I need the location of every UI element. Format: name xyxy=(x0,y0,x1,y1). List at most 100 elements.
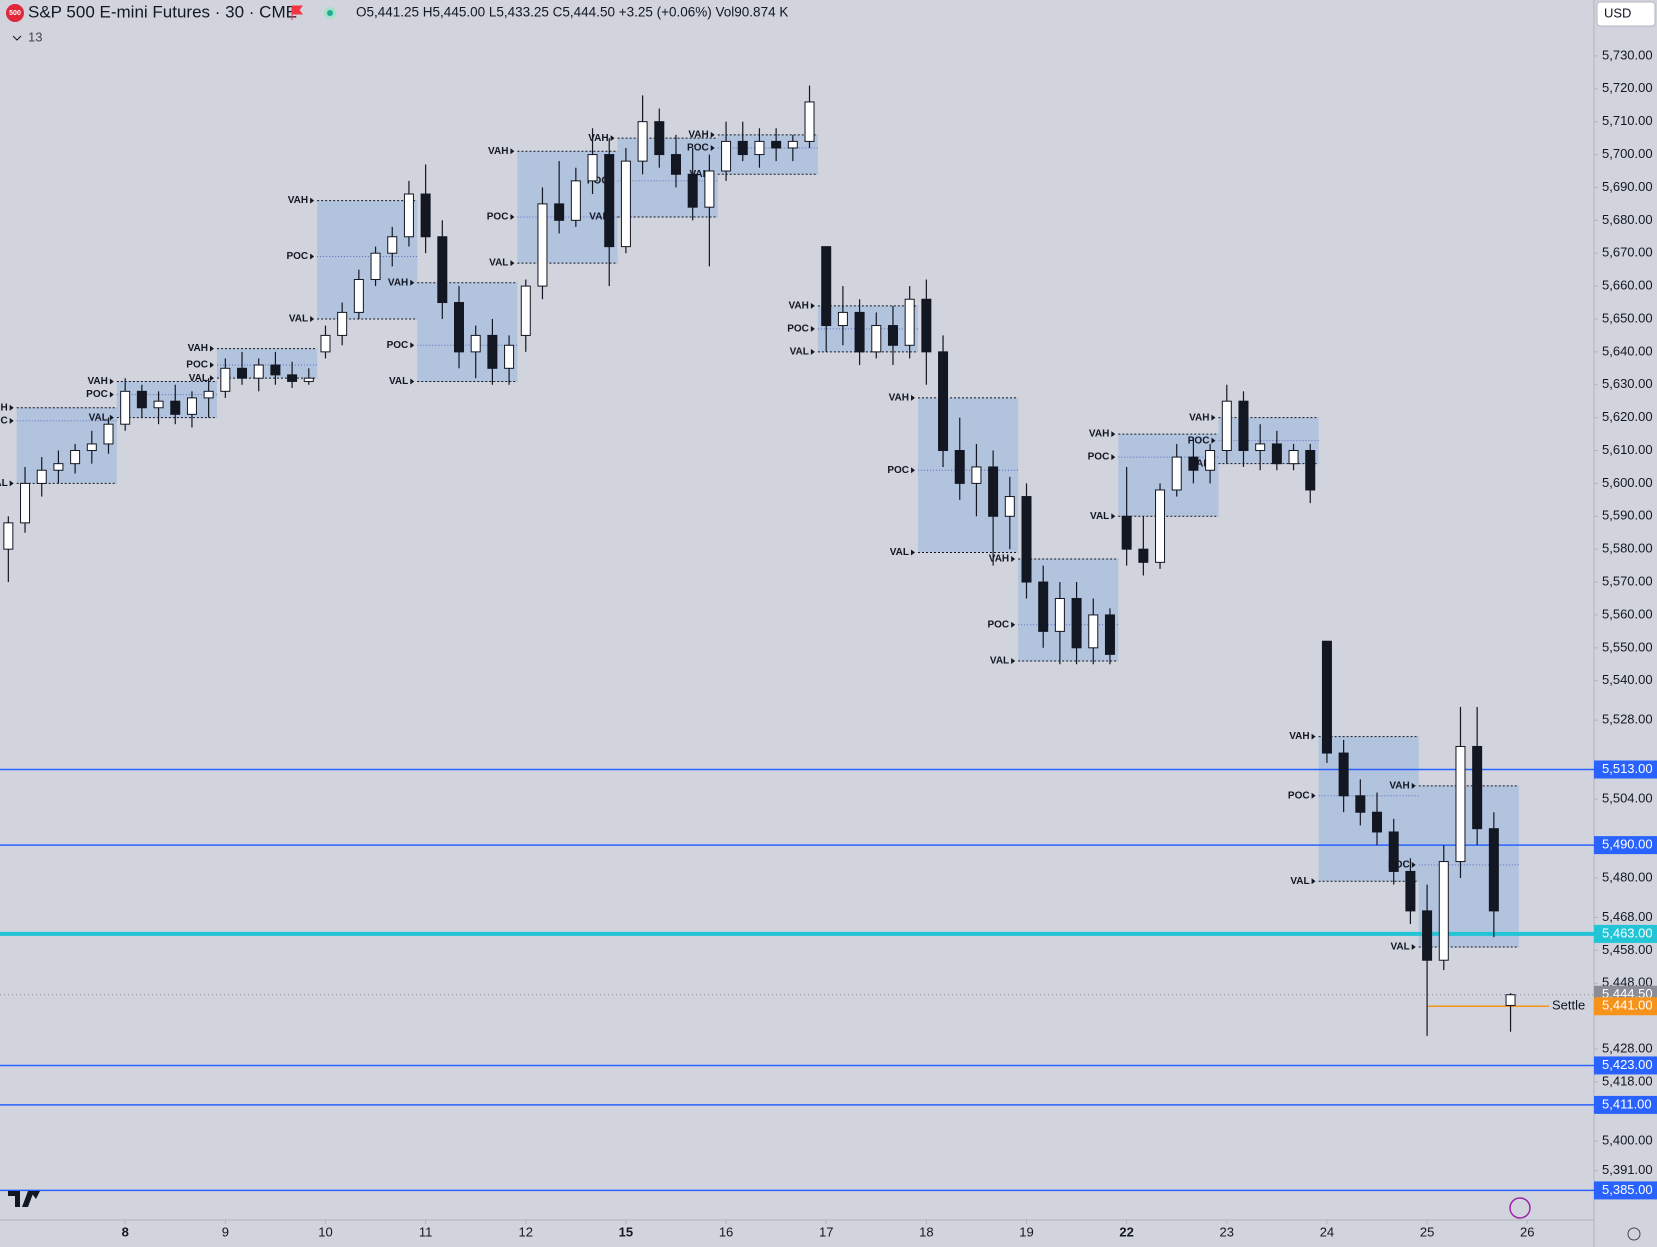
y-tick-label: 5,504.00 xyxy=(1602,791,1653,806)
candle-body xyxy=(921,298,932,353)
value-area xyxy=(817,305,919,352)
y-tick-label: 5,710.00 xyxy=(1602,113,1653,128)
value-area xyxy=(16,407,117,484)
val-label: VAL xyxy=(890,547,909,558)
poc-label: POC xyxy=(1188,435,1210,446)
price-line-label: 5,463.00 xyxy=(1602,925,1653,940)
value-area xyxy=(617,138,718,218)
currency-button[interactable] xyxy=(1596,1,1656,27)
val-label: VAL xyxy=(589,212,608,223)
label-arrow xyxy=(911,549,916,556)
candle-body xyxy=(1138,548,1149,563)
currency-box[interactable]: USD xyxy=(1596,1,1656,27)
candle-body xyxy=(1238,400,1249,452)
val-label: VAL xyxy=(289,314,308,325)
flag-icon[interactable] xyxy=(291,5,303,20)
candle-body xyxy=(787,140,798,149)
candle-body xyxy=(20,482,31,524)
value-area xyxy=(116,381,217,418)
y-tick-label: 5,540.00 xyxy=(1602,672,1653,687)
y-tick-label: 5,670.00 xyxy=(1602,245,1653,260)
candle-body xyxy=(1188,456,1199,471)
logo-text: 500 xyxy=(9,10,21,17)
label-arrow xyxy=(610,135,615,142)
candle-body xyxy=(938,351,949,452)
x-tick-label: 24 xyxy=(1320,1224,1334,1239)
label-arrow xyxy=(1011,621,1016,628)
x-tick-label: 12 xyxy=(519,1224,533,1239)
vah-label: VAH xyxy=(1089,429,1109,440)
candle-body xyxy=(1205,450,1216,471)
poc-label: POC xyxy=(186,360,208,371)
label-arrow xyxy=(9,480,14,487)
label-arrow xyxy=(9,404,14,411)
candle-body xyxy=(1088,614,1099,649)
label-arrow xyxy=(810,302,815,309)
settle-box xyxy=(1594,997,1657,1016)
label-arrow xyxy=(109,391,114,398)
val-label: VAL xyxy=(89,412,108,423)
currency[interactable]: USD xyxy=(1604,5,1631,20)
candle-body xyxy=(554,203,565,221)
x-tick-label: 16 xyxy=(719,1224,733,1239)
candle-body xyxy=(337,311,348,336)
y-tick-label: 5,400.00 xyxy=(1602,1133,1653,1148)
candle-body xyxy=(1422,910,1433,961)
candle-body xyxy=(771,140,782,149)
x-tick-label: 11 xyxy=(419,1224,433,1239)
y-tick-label: 5,458.00 xyxy=(1602,942,1653,957)
label-arrow xyxy=(810,325,815,332)
y-tick-label: 5,700.00 xyxy=(1602,146,1653,161)
val-label: VAL xyxy=(1390,942,1409,953)
poc-label: POC xyxy=(1288,790,1310,801)
val-label: VAL xyxy=(790,347,809,358)
label-arrow xyxy=(710,131,715,138)
header: 500 S&P 500 E-mini Futures · 30 · CME O5… xyxy=(6,2,788,44)
logo xyxy=(6,4,24,22)
y-tick-label: 5,468.00 xyxy=(1602,909,1653,924)
value-area xyxy=(417,282,518,382)
candle-body xyxy=(103,423,114,445)
y-tick-label: 5,620.00 xyxy=(1602,409,1653,424)
candle-body xyxy=(1472,745,1483,830)
price-line-label: 5,513.00 xyxy=(1602,761,1653,776)
x-tick-label: 18 xyxy=(919,1224,933,1239)
y-tick-label: 5,680.00 xyxy=(1602,212,1653,227)
x-tick-label: 8 xyxy=(122,1224,129,1239)
candle-body xyxy=(821,246,832,327)
candle-body xyxy=(1321,640,1332,754)
candle-body xyxy=(1221,400,1232,452)
candle-body xyxy=(1355,795,1366,813)
candle-body xyxy=(437,236,448,304)
label-arrow xyxy=(1311,792,1316,799)
poc-label: POC xyxy=(687,143,709,154)
poc-label: POC xyxy=(887,465,909,476)
y-tick-label: 5,480.00 xyxy=(1602,869,1653,884)
poc-label: POC xyxy=(387,340,409,351)
y-tick-label: 5,610.00 xyxy=(1602,442,1653,457)
label-arrow xyxy=(1411,782,1416,789)
label-arrow xyxy=(1211,437,1216,444)
candle-body xyxy=(537,203,548,287)
candle-body xyxy=(3,522,14,550)
settings-icon[interactable] xyxy=(1627,1227,1641,1241)
label-arrow xyxy=(310,315,315,322)
vah-label: VAH xyxy=(1289,731,1309,742)
indicator-count[interactable]: 13 xyxy=(28,29,42,44)
label-arrow xyxy=(1311,733,1316,740)
candle-body xyxy=(320,334,331,353)
candle-body xyxy=(387,236,398,254)
y-tick-label: 5,418.00 xyxy=(1602,1073,1653,1088)
label-arrow xyxy=(410,378,415,385)
val-label: VAL xyxy=(1190,458,1209,469)
symbol-title[interactable]: S&P 500 E-mini Futures · 30 · CME xyxy=(28,2,297,21)
lightning-icon[interactable] xyxy=(1509,1197,1531,1219)
status-dot xyxy=(327,10,333,16)
candle-body xyxy=(837,311,848,327)
candle-body xyxy=(220,367,231,392)
y-tick-label: 5,391.00 xyxy=(1602,1162,1653,1177)
y-tick-label: 5,580.00 xyxy=(1602,541,1653,556)
collapse-icon[interactable] xyxy=(12,35,22,41)
candle-body xyxy=(971,466,982,484)
